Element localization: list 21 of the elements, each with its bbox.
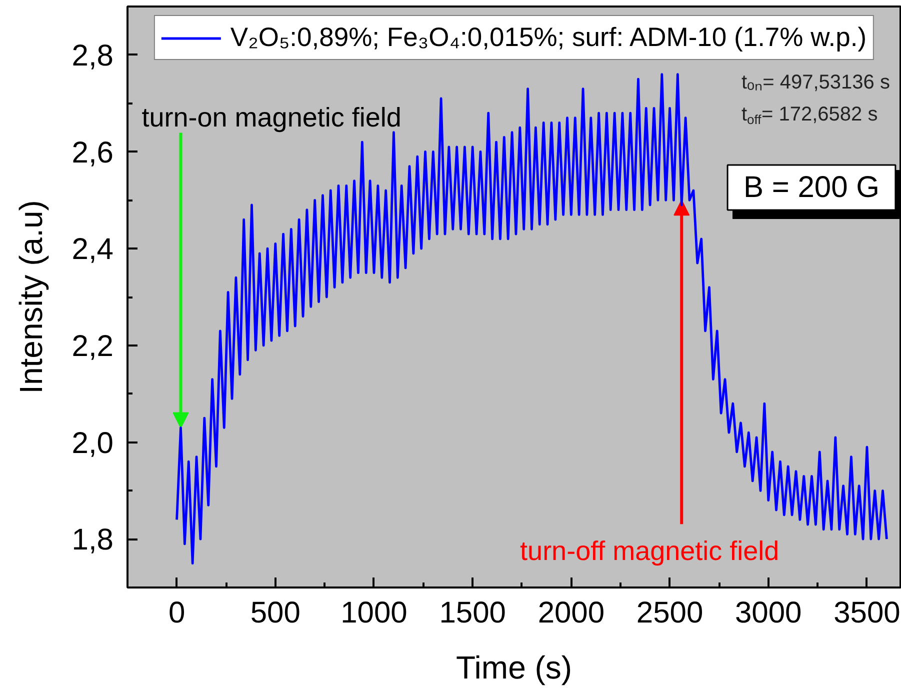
y-tick-label: 2,4 [72,233,114,266]
annotation: tₒₙ= 497,53136 s [742,72,890,94]
x-tick-label: 3000 [735,596,802,630]
y-axis-title: Intensity (a.u) [12,200,49,394]
x-axis-title: Time (s) [456,650,572,686]
x-tick-label: 1500 [439,596,506,630]
y-tick-label: 2,2 [72,330,114,363]
annotation: turn-off magnetic field [520,536,780,566]
y-tick-label: 2,8 [72,39,114,72]
x-tick-label: 0 [168,596,186,630]
y-tick-label: 1,8 [72,524,114,557]
x-tick-label: 2000 [538,596,605,630]
y-tick-label: 2,0 [72,426,114,460]
x-tick-label: 500 [250,596,300,630]
y-tick-label: 2,6 [72,136,114,170]
legend-label: V₂O₅:0,89%; Fe₃O₄:0,015%; surf: ADM-10 (1.7% w.p.) [230,22,867,53]
annotation: B = 200 G [744,171,880,204]
annotation: turn-on magnetic field [142,102,402,133]
x-tick-label: 3500 [834,596,900,630]
x-tick-label: 1000 [340,596,408,630]
x-tick-label: 2500 [636,596,704,630]
